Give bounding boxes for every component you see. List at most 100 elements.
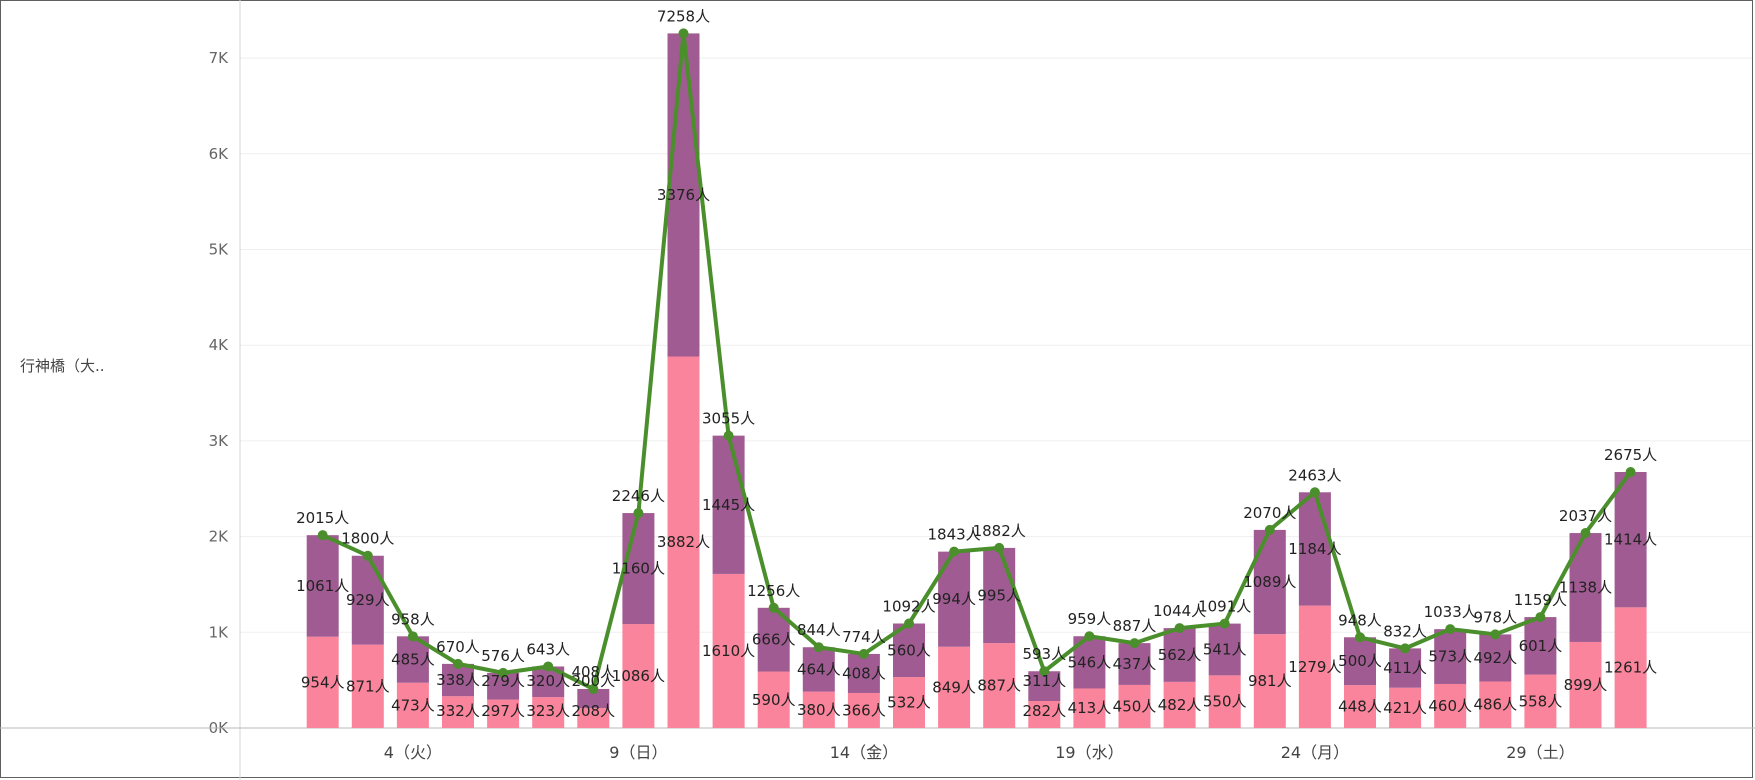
bar-segment-top <box>622 513 655 625</box>
bottom-segment-label: 887人 <box>977 677 1021 695</box>
total-label: 1159人 <box>1514 591 1567 609</box>
total-point <box>1129 638 1140 649</box>
bottom-segment-label: 473人 <box>391 696 435 714</box>
top-segment-label: 485人 <box>391 651 435 669</box>
bottom-segment-label: 332人 <box>436 702 480 720</box>
total-point <box>1535 612 1546 623</box>
bottom-segment-label: 899人 <box>1564 676 1608 694</box>
x-tick-label: 29（土） <box>1506 743 1574 762</box>
y-tick-label: 5K <box>209 241 230 259</box>
total-point <box>453 658 463 669</box>
bar-segment-bottom <box>1163 681 1196 728</box>
total-label: 832人 <box>1383 622 1427 640</box>
bar-segment-bottom <box>757 671 790 728</box>
total-point <box>904 618 914 629</box>
total-label: 670人 <box>436 638 480 656</box>
bar-segment-top <box>667 33 700 357</box>
bottom-segment-label: 366人 <box>842 701 886 719</box>
top-segment-label: 1414人 <box>1604 531 1657 549</box>
top-segment-label: 1089人 <box>1243 573 1296 591</box>
bar-segment-top <box>442 663 474 697</box>
bottom-segment-label: 297人 <box>481 702 525 720</box>
total-point <box>362 550 373 561</box>
total-label: 408人 <box>571 663 615 681</box>
total-point <box>1580 528 1591 539</box>
bar-segment-bottom <box>802 691 835 728</box>
bar-segment-top <box>351 555 384 645</box>
bottom-segment-label: 849人 <box>932 678 976 696</box>
bottom-segment-label: 450人 <box>1113 697 1157 715</box>
top-segment-label: 464人 <box>797 660 841 678</box>
bar-segment-top <box>712 435 745 574</box>
top-segment-label: 411人 <box>1383 659 1427 677</box>
bar-segment-bottom <box>667 356 700 728</box>
x-tick-label: 14（金） <box>830 743 898 762</box>
top-segment-label: 601人 <box>1519 637 1563 655</box>
total-label: 1882人 <box>973 522 1026 540</box>
top-segment-label: 3376人 <box>657 186 710 204</box>
bottom-segment-label: 871人 <box>346 677 390 695</box>
total-label: 3055人 <box>702 410 755 428</box>
bar-segment-top <box>1208 623 1241 676</box>
bottom-segment-label: 550人 <box>1203 693 1247 711</box>
bar-segment-bottom <box>442 696 474 728</box>
bar-segment-top <box>802 647 835 692</box>
total-line <box>321 31 1633 691</box>
total-point <box>317 530 328 541</box>
bottom-segment-label: 3882人 <box>657 533 710 551</box>
bar-segment-top <box>1344 637 1376 686</box>
y-tick-label: 7K <box>209 49 230 67</box>
bottom-segment-label: 1610人 <box>702 642 755 660</box>
bar-segment-top <box>1118 643 1151 685</box>
top-segment-label: 279人 <box>481 672 525 690</box>
bar-segment-top <box>1614 472 1647 608</box>
bottom-segment-label: 532人 <box>887 694 931 712</box>
y-tick-label: 3K <box>209 432 230 450</box>
total-point <box>813 642 824 653</box>
bar-segment-top <box>1163 628 1196 682</box>
total-point <box>543 661 554 672</box>
bar-segment-top <box>306 535 339 637</box>
bar-segment-bottom <box>938 646 971 728</box>
bar-segment-bottom <box>1028 701 1061 728</box>
top-segment-label: 408人 <box>842 664 886 682</box>
bottom-segment-label: 1261人 <box>1604 659 1657 677</box>
top-segment-label: 437人 <box>1113 655 1157 673</box>
bar-segment-bottom <box>983 643 1016 728</box>
total-label: 7258人 <box>657 7 710 25</box>
total-label: 1033人 <box>1424 603 1477 621</box>
total-point <box>588 683 599 694</box>
bottom-segment-label: 282人 <box>1022 702 1066 720</box>
bar-segment-bottom <box>532 697 565 728</box>
bar-segment-bottom <box>847 692 880 728</box>
total-point <box>1400 643 1411 654</box>
bar-segment-top <box>1389 648 1422 688</box>
total-point <box>1174 623 1185 634</box>
bar-segment-bottom <box>306 636 339 728</box>
total-point <box>407 631 418 642</box>
bottom-segment-label: 323人 <box>526 702 570 720</box>
total-label: 844人 <box>797 621 841 639</box>
total-point <box>768 602 779 613</box>
bottom-segment-label: 380人 <box>797 701 841 719</box>
total-point <box>1625 467 1636 478</box>
top-segment-label: 320人 <box>526 672 570 690</box>
top-segment-label: 200人 <box>571 672 615 690</box>
bottom-segment-label: 448人 <box>1338 698 1382 716</box>
total-point <box>1084 631 1095 642</box>
total-point <box>994 542 1005 553</box>
bar-segment-bottom <box>577 708 610 728</box>
y-tick-label: 2K <box>209 528 230 546</box>
bar-segment-bottom <box>1434 683 1467 728</box>
total-label: 2246人 <box>612 487 665 505</box>
total-label: 959人 <box>1068 610 1112 628</box>
total-point <box>1445 624 1456 635</box>
bottom-segment-label: 954人 <box>301 673 345 691</box>
top-segment-label: 995人 <box>977 587 1021 605</box>
bottom-segment-label: 1086人 <box>612 667 665 685</box>
total-point <box>1039 666 1050 677</box>
bar-segment-bottom <box>1389 687 1422 728</box>
bottom-segment-label: 482人 <box>1158 696 1202 714</box>
top-segment-label: 562人 <box>1158 646 1202 664</box>
